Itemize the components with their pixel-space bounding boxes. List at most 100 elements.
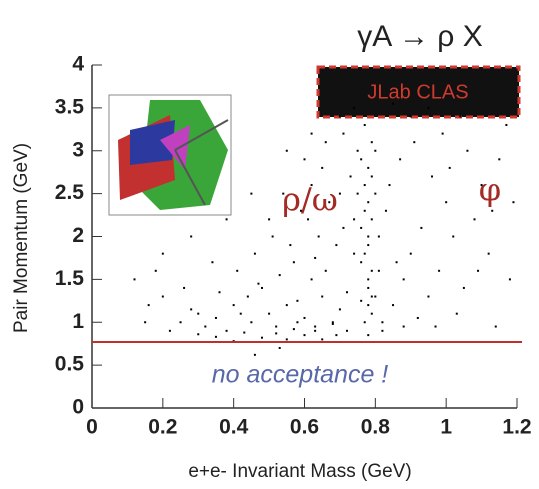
point	[225, 218, 228, 221]
point	[275, 332, 278, 335]
point	[402, 278, 405, 281]
point	[452, 235, 455, 238]
point	[363, 209, 366, 212]
point	[236, 269, 239, 272]
point	[161, 295, 164, 298]
point	[190, 235, 193, 238]
point	[342, 226, 345, 229]
x-tick-label: 0.4	[219, 416, 249, 439]
point	[416, 316, 419, 319]
point	[314, 325, 317, 328]
point	[197, 312, 200, 315]
y-tick-label: 2.5	[55, 181, 85, 204]
point	[211, 261, 214, 264]
point	[204, 325, 207, 328]
point	[278, 274, 281, 277]
point	[370, 295, 373, 298]
point	[512, 201, 515, 204]
point	[338, 115, 341, 118]
point	[353, 106, 356, 109]
point	[168, 329, 171, 332]
point	[431, 175, 433, 178]
point	[197, 333, 200, 336]
point	[441, 132, 444, 135]
point	[370, 218, 373, 221]
point	[360, 261, 363, 264]
point	[353, 252, 356, 255]
point	[367, 286, 370, 289]
point	[392, 304, 395, 307]
y-tick-label: 1.5	[55, 267, 85, 290]
point	[367, 166, 370, 169]
point	[285, 304, 288, 307]
point	[225, 329, 228, 332]
point	[331, 321, 334, 324]
point	[239, 312, 242, 315]
annotation: no acceptance !	[212, 361, 389, 389]
point	[183, 286, 186, 289]
badge: JLab CLAS	[367, 81, 468, 103]
point	[448, 166, 451, 169]
point	[392, 102, 395, 105]
point	[310, 278, 313, 281]
point	[243, 331, 246, 334]
annotation: ρ/ω	[282, 181, 338, 219]
point	[303, 316, 306, 319]
point	[303, 334, 306, 337]
point	[381, 329, 384, 332]
point	[377, 235, 380, 238]
point	[384, 209, 387, 212]
point	[360, 226, 363, 229]
point	[303, 158, 306, 161]
x-tick-label: 0.2	[148, 416, 177, 439]
point	[356, 192, 359, 195]
point	[321, 338, 324, 341]
detector-inset	[108, 94, 232, 216]
point	[455, 312, 458, 315]
point	[367, 278, 370, 281]
point	[296, 299, 299, 302]
point	[367, 334, 370, 337]
point	[346, 291, 348, 294]
point	[374, 149, 377, 152]
point	[147, 304, 150, 307]
y-tick-label: 0.5	[55, 353, 85, 376]
point	[261, 286, 263, 289]
point	[349, 175, 352, 178]
point	[356, 149, 359, 152]
point	[314, 256, 317, 259]
point	[363, 124, 366, 127]
point	[314, 329, 317, 332]
point	[367, 304, 370, 307]
annotation: φ	[479, 171, 501, 209]
point	[370, 141, 373, 144]
point	[477, 269, 480, 272]
point	[324, 141, 327, 144]
point	[292, 261, 295, 264]
x-tick-label: 1.2	[502, 416, 531, 439]
point	[324, 269, 327, 272]
badge-box	[316, 65, 521, 119]
x-axis-label: e+e- Invariant Mass (GeV)	[188, 461, 411, 482]
point	[328, 201, 331, 204]
point	[487, 252, 490, 255]
point	[154, 269, 157, 272]
point	[370, 312, 373, 315]
point	[310, 132, 313, 135]
point	[370, 175, 373, 178]
point	[282, 192, 285, 195]
point	[342, 132, 345, 135]
point	[253, 353, 256, 356]
point	[367, 244, 370, 247]
point	[353, 218, 356, 221]
point	[360, 299, 363, 302]
point	[179, 321, 182, 324]
point	[427, 295, 430, 298]
y-axis-label: Pair Momentum (GeV)	[11, 143, 32, 333]
point	[459, 115, 462, 118]
point	[271, 235, 274, 238]
point	[367, 201, 370, 204]
point	[285, 338, 288, 341]
point	[232, 304, 235, 307]
y-tick-label: 1	[72, 310, 84, 333]
